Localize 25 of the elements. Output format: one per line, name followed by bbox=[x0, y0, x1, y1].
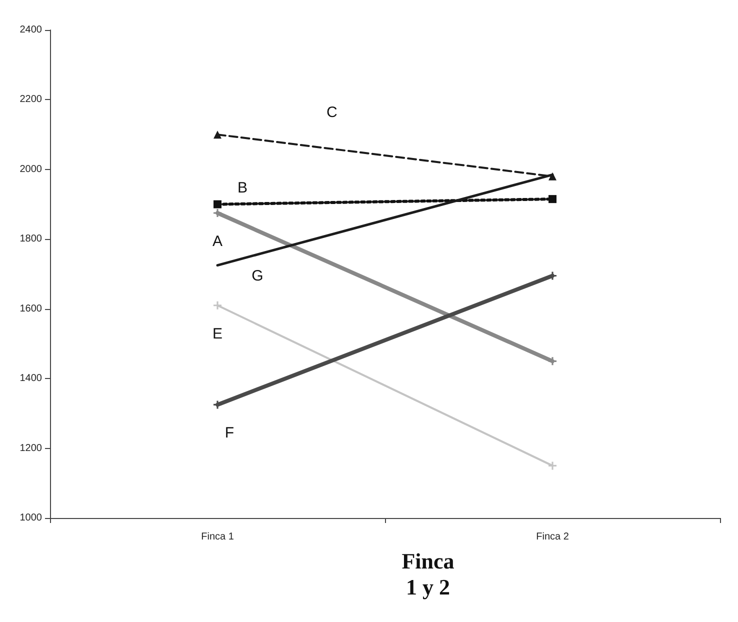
y-tick-label: 1200 bbox=[20, 442, 42, 454]
x-axis-title: Finca 1 y 2 bbox=[402, 548, 454, 600]
y-tick-label: 2000 bbox=[20, 164, 42, 175]
y-tick-label: 2200 bbox=[20, 94, 42, 106]
point bbox=[548, 357, 556, 366]
point bbox=[548, 462, 556, 470]
point bbox=[548, 195, 556, 204]
point bbox=[548, 272, 556, 280]
series-label: E bbox=[212, 325, 223, 342]
point bbox=[214, 209, 222, 217]
series-label: C bbox=[326, 104, 338, 122]
point bbox=[214, 301, 222, 310]
x-tick-label: Finca 1 bbox=[201, 532, 234, 542]
series-label: F bbox=[224, 424, 234, 442]
y-tick-label: 1000 bbox=[20, 512, 42, 524]
y-tick-label: 1600 bbox=[20, 303, 42, 314]
point bbox=[214, 200, 222, 208]
x-tick-label: Finca 2 bbox=[536, 532, 570, 542]
series-label: B bbox=[237, 179, 248, 196]
series-label: A bbox=[212, 233, 223, 250]
y-tick-label: 2400 bbox=[20, 24, 42, 36]
point bbox=[214, 400, 222, 409]
y-tick-label: 1400 bbox=[20, 373, 42, 384]
series-label: G bbox=[252, 267, 264, 284]
y-tick-label: 1800 bbox=[20, 234, 42, 245]
